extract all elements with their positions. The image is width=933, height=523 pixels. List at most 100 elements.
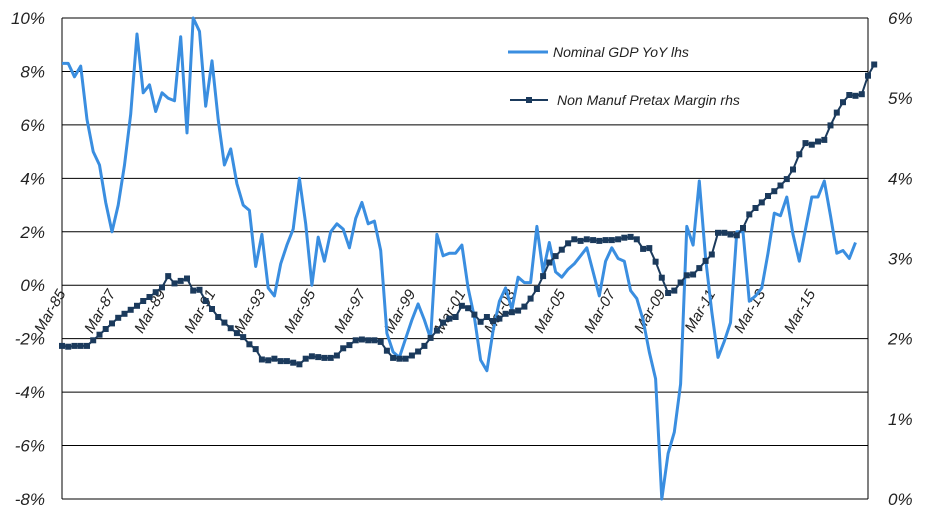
series-point: [427, 334, 434, 341]
series-point: [140, 298, 147, 304]
legend-label-gdp: Nominal GDP YoY lhs: [553, 44, 689, 60]
series-point: [371, 337, 378, 344]
x-tick: Mar-97: [331, 286, 370, 336]
series-point: [302, 355, 309, 362]
right-tick-label: 0%: [888, 490, 913, 509]
series-point: [577, 237, 584, 244]
series-point: [821, 136, 828, 143]
series-point: [658, 274, 665, 281]
series-point: [815, 138, 821, 145]
series-point: [583, 236, 590, 243]
series-point: [833, 109, 840, 116]
series-point: [471, 311, 478, 318]
series-point: [115, 314, 122, 321]
series-point: [477, 318, 484, 325]
series-point: [808, 141, 815, 148]
series-point: [452, 314, 459, 320]
series-point: [365, 337, 372, 344]
series-point: [258, 356, 265, 363]
series-point: [433, 327, 440, 334]
series-point: [496, 315, 503, 322]
series-point: [608, 237, 615, 244]
series-point: [758, 199, 765, 206]
right-tick-label: 2%: [887, 330, 913, 349]
series-point: [146, 294, 153, 300]
series-point: [390, 354, 397, 361]
series-point: [65, 343, 72, 350]
series-point: [227, 325, 234, 332]
series-point: [152, 289, 159, 296]
series-point: [77, 342, 84, 349]
series-point: [446, 315, 453, 322]
series-point: [346, 342, 353, 349]
left-tick-label: 6%: [20, 116, 45, 135]
series-point: [521, 303, 528, 310]
series-point: [752, 205, 759, 211]
x-tick-label: Mar-97: [331, 286, 370, 336]
series-point: [102, 326, 109, 332]
left-tick-label: 8%: [20, 62, 45, 81]
series-point: [696, 265, 703, 272]
series-point: [396, 355, 403, 362]
x-tick-label: Mar-87: [81, 286, 120, 336]
series-point: [552, 253, 559, 260]
series-point: [840, 99, 846, 106]
series-point: [265, 357, 272, 364]
series-point: [596, 237, 603, 244]
series-point: [802, 140, 809, 147]
series-point: [708, 251, 715, 258]
series-point: [202, 298, 209, 304]
series-point: [321, 354, 328, 361]
series-point: [633, 236, 640, 243]
right-axis-ticks: 6% 5% 4% 3% 2% 1% 0%: [887, 9, 913, 509]
series-point: [383, 347, 390, 354]
series-point: [502, 310, 509, 317]
legend-marker-margin: [526, 97, 532, 103]
x-tick-label: Mar-89: [131, 286, 170, 336]
series-point: [177, 277, 184, 284]
x-tick: Mar-05: [531, 286, 570, 336]
series-point: [402, 355, 409, 362]
series-point: [558, 246, 565, 253]
left-tick-label: -4%: [15, 383, 45, 402]
x-tick: Mar-13: [731, 286, 770, 336]
series-point: [733, 232, 740, 239]
series-point: [352, 337, 359, 344]
series-point: [290, 359, 297, 366]
series-layer: [59, 16, 878, 501]
series-point: [271, 355, 278, 362]
series-point: [871, 61, 878, 68]
series-point: [627, 233, 634, 240]
right-tick-label: 5%: [888, 89, 913, 108]
series-point: [59, 342, 65, 349]
legend-label-margin: Non Manuf Pretax Margin rhs: [557, 92, 740, 108]
series-point: [96, 331, 103, 338]
series-point: [783, 176, 790, 183]
series-point: [315, 354, 322, 361]
series-point: [190, 287, 197, 294]
x-tick-label: Mar-13: [731, 286, 770, 336]
series-point: [109, 320, 115, 327]
series-point: [677, 279, 684, 286]
series-point: [571, 236, 578, 243]
series-point: [377, 338, 384, 345]
series-point: [602, 237, 609, 244]
series-point: [727, 231, 734, 238]
right-tick-label: 1%: [888, 410, 913, 429]
series-point: [715, 229, 721, 236]
gridlines: [61, 17, 869, 500]
left-tick-label: 2%: [19, 223, 45, 242]
series-point: [771, 188, 778, 195]
x-tick: Mar-93: [231, 286, 270, 336]
series-point: [527, 295, 534, 302]
left-tick-label: -2%: [15, 330, 45, 349]
left-tick-label: 10%: [11, 9, 45, 28]
series-point: [233, 330, 240, 337]
series-point: [408, 352, 415, 359]
series-point: [740, 225, 746, 231]
x-tick-label: Mar-93: [231, 286, 270, 336]
x-tick: Mar-09: [631, 286, 670, 336]
series-point: [296, 361, 303, 368]
series-point: [746, 211, 753, 218]
